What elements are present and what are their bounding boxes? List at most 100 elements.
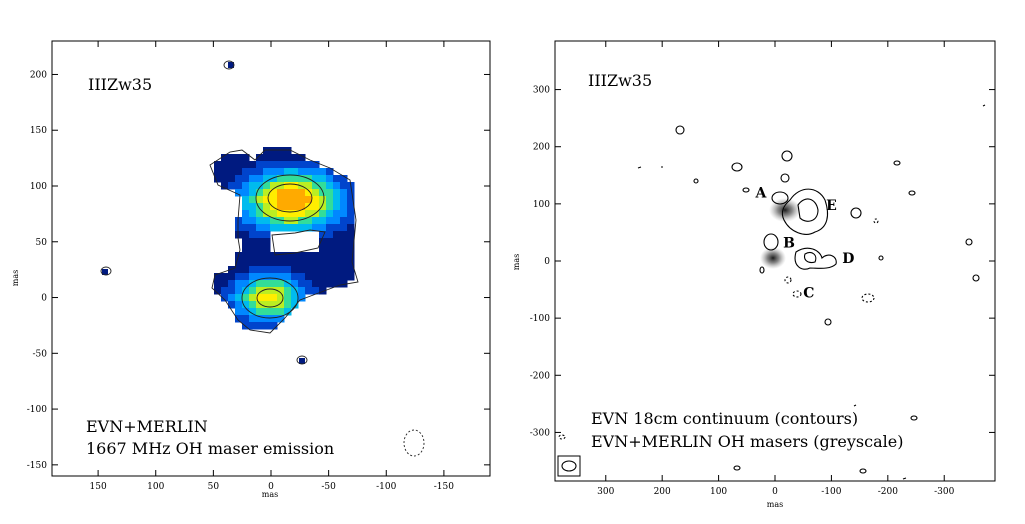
maser-cell bbox=[340, 252, 348, 260]
right-xtick-label: -300 bbox=[934, 487, 954, 497]
maser-cell bbox=[333, 182, 341, 190]
left-yaxis-label: mas bbox=[11, 270, 20, 286]
maser-cell bbox=[270, 196, 278, 204]
maser-cell bbox=[242, 182, 250, 190]
maser-cell bbox=[347, 252, 355, 260]
maser-cell bbox=[284, 308, 292, 316]
contour-blob-6 bbox=[824, 318, 832, 326]
maser-cell bbox=[214, 287, 222, 295]
beam-ellipse-right bbox=[561, 460, 577, 472]
maser-cell bbox=[270, 308, 278, 316]
maser-cell bbox=[242, 210, 250, 218]
maser-cell bbox=[277, 273, 285, 281]
maser-cell bbox=[340, 245, 348, 253]
maser-cell bbox=[326, 259, 334, 267]
maser-cell bbox=[291, 175, 299, 183]
maser-cell bbox=[291, 154, 299, 162]
maser-cell bbox=[319, 196, 327, 204]
right-xaxis-label: mas bbox=[767, 500, 783, 509]
maser-cell bbox=[326, 175, 334, 183]
maser-cell bbox=[312, 280, 320, 288]
maser-cell bbox=[235, 280, 243, 288]
maser-cell bbox=[319, 231, 327, 239]
contour-region-e bbox=[781, 188, 829, 235]
maser-cell bbox=[235, 231, 243, 239]
maser-cell bbox=[298, 189, 306, 197]
contour-blob-17 bbox=[878, 255, 884, 261]
maser-cell bbox=[242, 294, 250, 302]
maser-cell bbox=[312, 266, 320, 274]
contour-neg-2 bbox=[792, 290, 802, 298]
maser-cell bbox=[256, 294, 264, 302]
left-ytick-label: -100 bbox=[27, 405, 47, 415]
maser-cell bbox=[235, 287, 243, 295]
maser-cell bbox=[340, 217, 348, 225]
maser-cell bbox=[242, 196, 250, 204]
contour-blob-10 bbox=[893, 160, 901, 166]
contour-neg-1 bbox=[861, 293, 875, 303]
continuum-contours bbox=[558, 104, 986, 480]
maser-cell bbox=[242, 189, 250, 197]
maser-cell bbox=[235, 168, 243, 176]
right-ytick-label: 300 bbox=[533, 86, 550, 96]
maser-cell bbox=[291, 203, 299, 211]
left-xtick-label: 0 bbox=[268, 482, 274, 492]
maser-cell bbox=[235, 175, 243, 183]
maser-cell bbox=[235, 301, 243, 309]
beam-ellipse bbox=[403, 429, 425, 457]
maser-cell bbox=[291, 224, 299, 232]
maser-cell bbox=[298, 266, 306, 274]
maser-cell bbox=[221, 161, 229, 169]
maser-cell bbox=[305, 252, 313, 260]
maser-cell bbox=[270, 189, 278, 197]
maser-cell bbox=[249, 252, 257, 260]
left-ytick-label: 200 bbox=[30, 70, 47, 80]
maser-cell bbox=[319, 273, 327, 281]
maser-cell bbox=[347, 273, 355, 281]
contour-blob-9 bbox=[908, 190, 916, 196]
maser-cell bbox=[249, 175, 257, 183]
maser-cell bbox=[298, 203, 306, 211]
maser-cell bbox=[263, 161, 271, 169]
right-xtick-label: 200 bbox=[654, 487, 671, 497]
maser-cell bbox=[326, 168, 334, 176]
maser-cell bbox=[214, 273, 222, 281]
right-yaxis-label: mas bbox=[512, 254, 521, 270]
maser-cell bbox=[263, 175, 271, 183]
contour-blob-8 bbox=[972, 274, 980, 282]
maser-cell bbox=[263, 203, 271, 211]
right-ytick-label: -200 bbox=[530, 371, 550, 381]
maser-cell bbox=[256, 245, 264, 253]
maser-cell bbox=[263, 322, 271, 330]
maser-cell bbox=[284, 175, 292, 183]
left-ytick-label: 150 bbox=[30, 126, 47, 136]
maser-cell bbox=[256, 287, 264, 295]
maser-cell bbox=[242, 203, 250, 211]
maser-cell bbox=[277, 175, 285, 183]
right-axis-ticks: 300 200 100 0 -100 -200 -300 300 200 100 0 -100 -200… bbox=[530, 41, 995, 497]
maser-cell bbox=[319, 168, 327, 176]
maser-cell bbox=[340, 196, 348, 204]
maser-cell bbox=[305, 189, 313, 197]
maser-cell bbox=[256, 301, 264, 309]
maser-cell bbox=[340, 280, 348, 288]
maser-cell bbox=[277, 168, 285, 176]
maser-cell bbox=[291, 189, 299, 197]
maser-cell bbox=[242, 301, 250, 309]
contour-blob-2 bbox=[731, 162, 743, 172]
maser-cell bbox=[319, 210, 327, 218]
maser-cell bbox=[277, 224, 285, 232]
maser-cell bbox=[235, 273, 243, 281]
contour-blob-1 bbox=[675, 125, 685, 135]
right-ytick-label: 200 bbox=[533, 143, 550, 153]
right-ytick-label: 0 bbox=[544, 257, 550, 267]
maser-cell bbox=[333, 238, 341, 246]
maser-cell bbox=[277, 210, 285, 218]
component-label-c: C bbox=[803, 285, 814, 301]
maser-cell bbox=[305, 217, 313, 225]
maser-cell bbox=[312, 252, 320, 260]
maser-cell bbox=[263, 168, 271, 176]
maser-cell bbox=[340, 238, 348, 246]
maser-cell bbox=[256, 280, 264, 288]
maser-cell bbox=[249, 231, 257, 239]
